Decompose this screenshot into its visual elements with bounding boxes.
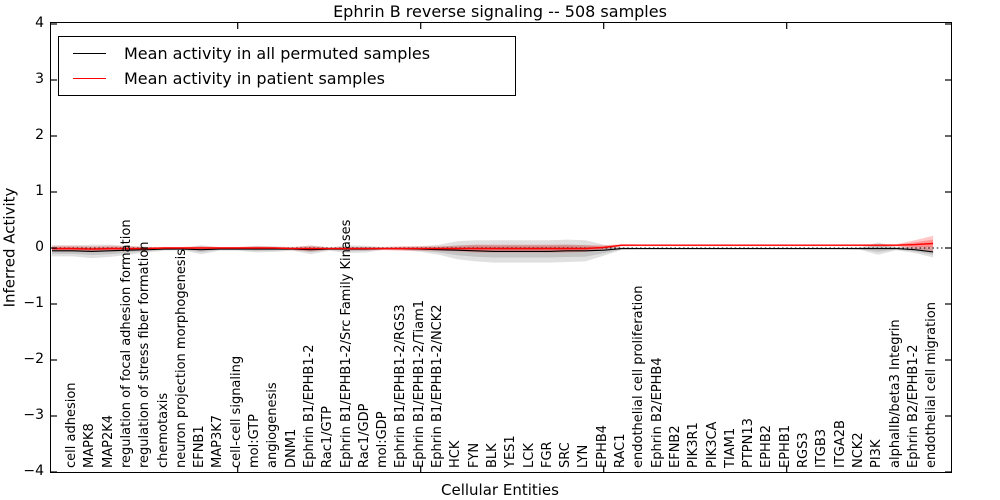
chart-title: Ephrin B reverse signaling -- 508 sample… [333, 2, 667, 21]
x-tick-label: mol:GTP [247, 414, 262, 468]
x-tick-label: PIK3R1 [686, 422, 702, 468]
x-tick-label: DNM1 [283, 428, 299, 468]
x-tick-label: FYN [466, 442, 482, 468]
patient-line-swatch [73, 78, 106, 80]
x-tick-label: EPHB2 [759, 424, 775, 468]
x-tick-label: endothelial cell migration [924, 302, 940, 468]
x-tick-label: EPHB1 [777, 424, 793, 468]
y-tick-label: −2 [23, 351, 44, 367]
x-tick-label: Ephrin B1/EPHB1-2 [301, 344, 317, 468]
y-tick-label: −1 [23, 295, 44, 311]
x-tick-label: Ephrin B1/EPHB1-2/Src Family Kinases [338, 219, 354, 468]
x-tick-label: cell-cell signaling [228, 355, 244, 468]
x-tick-label: Rac1/GTP [320, 406, 336, 468]
x-tick-label: angiogenesis [265, 382, 281, 468]
x-tick-label: chemotaxis [155, 392, 171, 468]
legend-box: Mean activity in all permuted samples Me… [58, 36, 516, 96]
x-axis-label: Cellular Entities [441, 481, 559, 499]
x-tick-label: alphaIIb/beta3 Integrin [887, 319, 903, 468]
x-tick-label: RAC1 [613, 433, 628, 468]
x-tick-label: MAP3K7 [210, 414, 226, 468]
plot-canvas [51, 23, 951, 472]
x-tick-label: endothelial cell proliferation [631, 285, 647, 469]
x-tick-label: EPHB4 [594, 424, 610, 468]
patient-mean-line [52, 242, 934, 250]
x-tick-label: Rac1/GDP [356, 403, 372, 468]
y-tick-label: 2 [35, 127, 44, 143]
x-tick-label: cell adhesion [64, 382, 79, 468]
x-tick-label: Ephrin B1/EPHB1-2/Tiam1 [411, 299, 427, 468]
x-tick-label: Ephrin B1/EPHB1-2/RGS3 [393, 304, 409, 468]
y-tick-label: 0 [35, 239, 44, 255]
x-tick-label: HCK [448, 440, 464, 468]
x-tick-label: PI3K [869, 439, 885, 468]
y-tick-label: 1 [35, 183, 44, 199]
legend-label: Mean activity in patient samples [124, 69, 385, 89]
x-tick-label: BLK [484, 443, 500, 468]
x-tick-label: regulation of focal adhesion formation [118, 219, 134, 468]
x-tick-label: MAP2K4 [100, 414, 116, 468]
legend-entry-permuted: Mean activity in all permuted samples [73, 44, 515, 63]
x-tick-label: PIK3CA [704, 421, 720, 468]
x-tick-label: PTPN13 [741, 418, 757, 468]
permuted-mean-line [52, 248, 934, 253]
x-tick-label: TIAM1 [722, 427, 738, 468]
permuted-line-swatch [73, 52, 106, 54]
y-tick-label: −4 [23, 463, 44, 479]
x-tick-label: ITGA2B [832, 420, 848, 468]
y-tick-label: −3 [23, 407, 44, 423]
x-tick-label: Ephrin B2/EPHB4 [649, 357, 665, 468]
x-tick-label: EFNB2 [667, 425, 683, 468]
x-tick-label: MAPK8 [82, 423, 98, 468]
x-tick-label: YES1 [503, 435, 519, 468]
legend-label: Mean activity in all permuted samples [124, 43, 431, 63]
x-tick-label: neuron projection morphogenesis [173, 249, 189, 468]
legend-entry-patient: Mean activity in patient samples [73, 69, 515, 88]
x-tick-label: FGR [539, 441, 555, 468]
x-tick-label: Ephrin B1/EPHB1-2/NCK2 [430, 304, 445, 468]
x-tick-label: Ephrin B2/EPHB1-2 [905, 344, 921, 468]
x-tick-label: NCK2 [850, 432, 866, 468]
plot-area [50, 22, 952, 473]
x-tick-label: EFNB1 [192, 425, 208, 468]
x-tick-label: mol:GDP [375, 411, 391, 468]
y-tick-label: 3 [35, 71, 44, 87]
x-tick-label: regulation of stress fiber formation [137, 241, 153, 468]
y-tick-label: 4 [35, 15, 44, 31]
x-tick-label: LYN [576, 444, 592, 468]
x-tick-label: RGS3 [796, 432, 811, 468]
x-tick-label: ITGB3 [814, 428, 830, 468]
x-tick-label: SRC [558, 442, 574, 468]
x-tick-label: LCK [521, 443, 537, 468]
